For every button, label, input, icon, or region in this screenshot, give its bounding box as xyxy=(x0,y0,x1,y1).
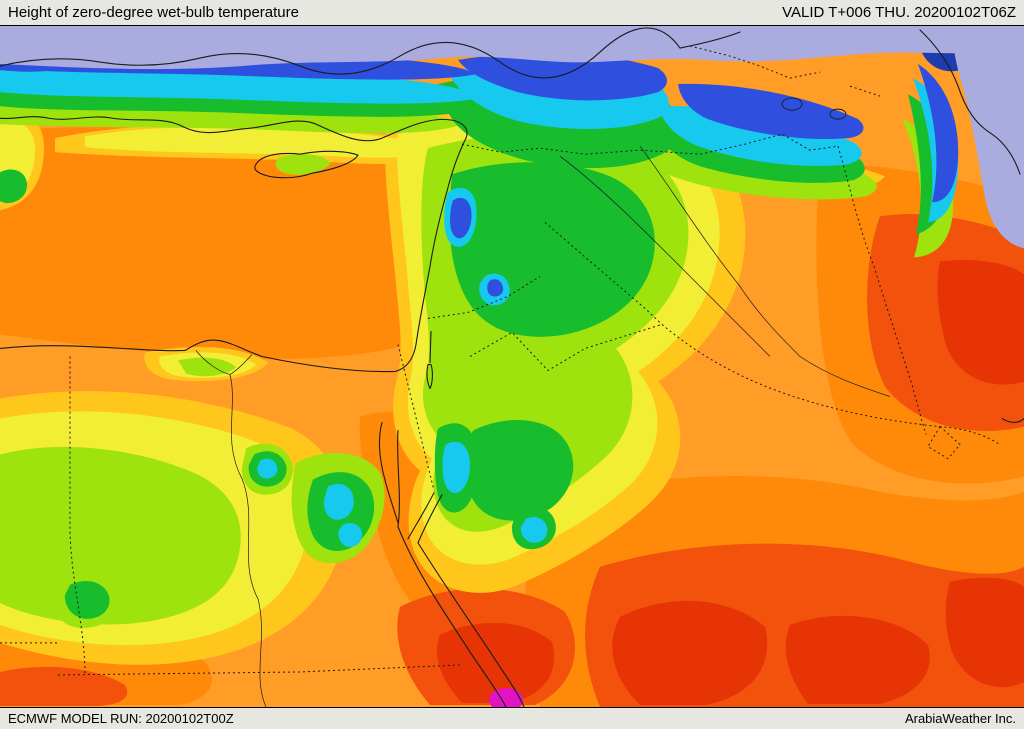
valid-time-label: VALID T+006 THU. 20200102T06Z xyxy=(782,4,1016,21)
header-bar: Height of zero-degree wet-bulb temperatu… xyxy=(0,0,1024,26)
wetbulb-field xyxy=(0,26,1024,707)
rivers xyxy=(195,145,891,707)
coastlines xyxy=(0,27,1024,707)
country-borders xyxy=(0,45,1001,676)
model-run-label: ECMWF MODEL RUN: 20200102T00Z xyxy=(8,711,234,726)
wetbulb-height-field-svg xyxy=(0,26,1024,707)
weather-map xyxy=(0,26,1024,707)
footer-bar: ECMWF MODEL RUN: 20200102T00Z ArabiaWeat… xyxy=(0,707,1024,729)
branding-label: ArabiaWeather Inc. xyxy=(904,711,1016,726)
map-title: Height of zero-degree wet-bulb temperatu… xyxy=(8,4,299,21)
